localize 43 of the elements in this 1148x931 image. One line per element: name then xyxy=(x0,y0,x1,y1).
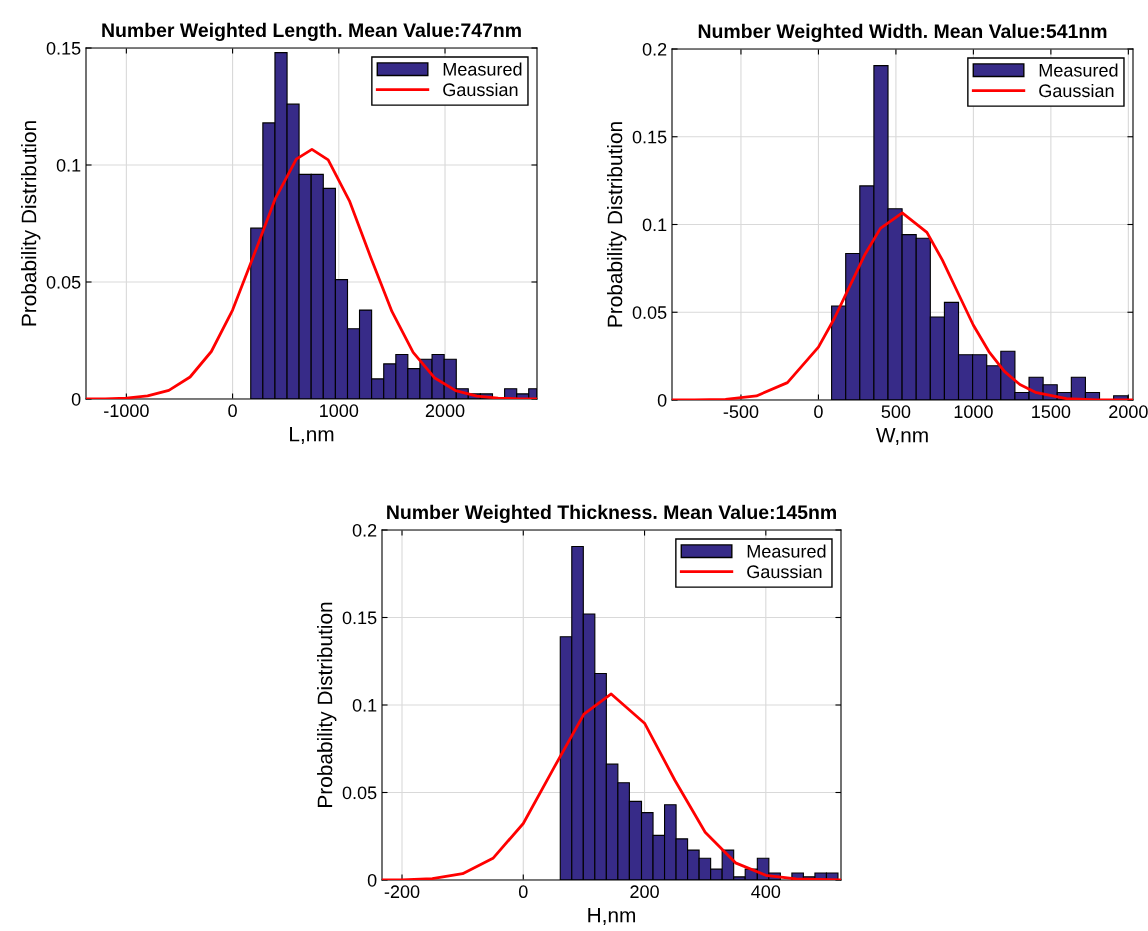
legend-label: Measured xyxy=(747,544,826,558)
y-tick-label: 0.2 xyxy=(642,42,667,56)
legend-label: Measured xyxy=(443,62,522,76)
x-tick-label: -500 xyxy=(723,405,759,419)
legend-label: Gaussian xyxy=(747,564,822,579)
y-tick-label: 0.05 xyxy=(632,306,667,319)
y-tick-label: 0.1 xyxy=(352,698,377,712)
y-tick-label: 0.15 xyxy=(632,130,667,144)
y-tick-label: 0.05 xyxy=(342,786,377,800)
chart-title: Number Weighted Length. Mean Value:747nm xyxy=(102,22,521,42)
x-axis-title: W,nm xyxy=(875,428,928,446)
x-axis-title: L,nm xyxy=(290,427,334,445)
y-axis-title: Probability Distribution xyxy=(317,602,337,807)
legend-label: Gaussian xyxy=(1039,83,1114,98)
legend-label: Gaussian xyxy=(443,82,518,97)
chart-title: Number Weighted Thickness. Mean Value:145nm xyxy=(387,504,836,524)
x-tick-label: 1000 xyxy=(320,404,359,418)
x-tick-label: 2000 xyxy=(1109,405,1148,419)
y-tick-label: 0.05 xyxy=(46,275,81,289)
legend-label: Measured xyxy=(1039,63,1118,77)
y-axis-title: Probability Distribution xyxy=(607,122,627,327)
x-axis-title: H,nm xyxy=(588,908,636,926)
x-tick-label: 200 xyxy=(630,885,659,899)
y-tick-label: 0.15 xyxy=(46,41,81,55)
x-tick-label: 1000 xyxy=(954,405,993,419)
x-tick-label: 0 xyxy=(518,885,528,899)
y-tick-label: 0 xyxy=(71,392,81,406)
y-tick-label: 0.2 xyxy=(352,523,377,537)
chart-title: Number Weighted Width. Mean Value:541nm xyxy=(698,23,1107,43)
y-tick-label: 0.1 xyxy=(642,218,667,232)
y-tick-label: 0 xyxy=(657,393,667,407)
x-tick-label: 0 xyxy=(814,405,823,419)
x-tick-label: 400 xyxy=(751,885,781,899)
y-tick-label: 0.1 xyxy=(56,158,81,172)
y-axis-title: Probability Distribution xyxy=(21,121,41,326)
x-tick-label: 0 xyxy=(228,404,237,418)
y-tick-label: 0.15 xyxy=(342,611,377,625)
x-tick-label: 500 xyxy=(881,405,911,419)
x-tick-label: -200 xyxy=(384,885,420,899)
x-tick-label: -1000 xyxy=(104,404,149,418)
x-tick-label: 2000 xyxy=(425,404,465,418)
y-tick-label: 0 xyxy=(367,873,377,887)
x-tick-label: 1500 xyxy=(1032,405,1071,419)
